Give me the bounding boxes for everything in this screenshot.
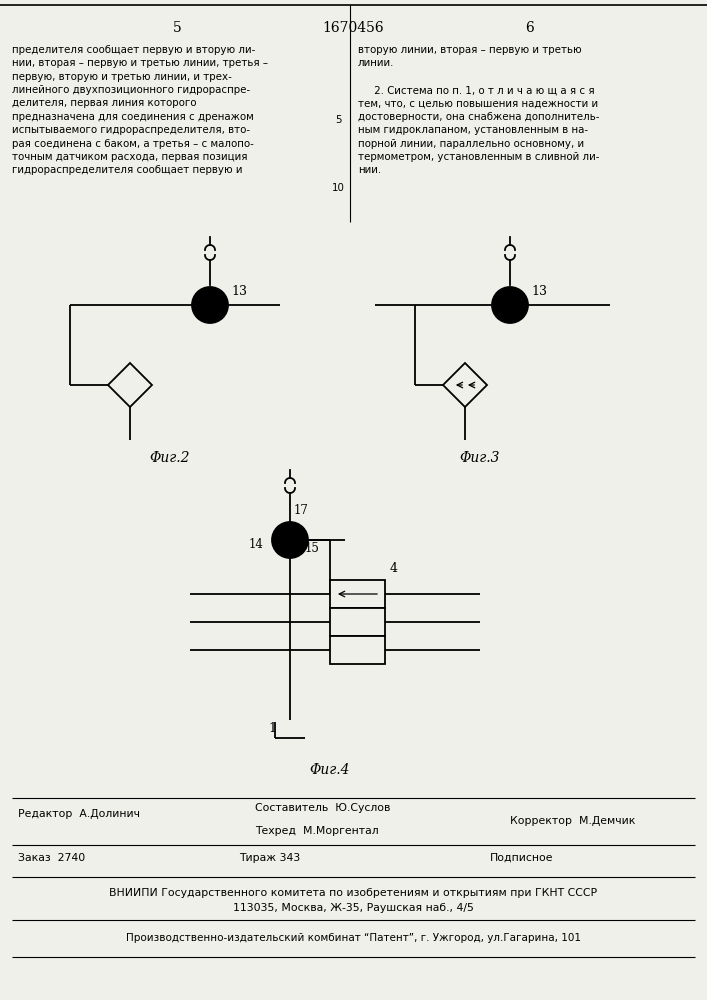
Bar <box>330 636 385 664</box>
Text: Составитель  Ю.Суслов: Составитель Ю.Суслов <box>255 803 390 813</box>
Text: Φиг.4: Φиг.4 <box>310 763 350 777</box>
Text: 6: 6 <box>525 21 534 35</box>
Text: 1: 1 <box>268 722 276 734</box>
Text: пределителя сообщает первую и вторую ли-
нии, вторая – первую и третью линии, тр: пределителя сообщает первую и вторую ли-… <box>12 45 268 175</box>
Text: 113035, Москва, Ж-35, Раушская наб., 4/5: 113035, Москва, Ж-35, Раушская наб., 4/5 <box>233 903 474 913</box>
Text: 5: 5 <box>334 115 341 125</box>
Text: 4: 4 <box>390 562 398 575</box>
Text: Производственно-издательский комбинат “Патент”, г. Ужгород, ул.Гагарина, 101: Производственно-издательский комбинат “П… <box>126 933 580 943</box>
Text: ВНИИПИ Государственного комитета по изобретениям и открытиям при ГКНТ СССР: ВНИИПИ Государственного комитета по изоб… <box>109 888 597 898</box>
Text: 15: 15 <box>305 542 320 554</box>
Bar <box>330 608 385 636</box>
Text: Φиг.2: Φиг.2 <box>150 451 190 465</box>
Circle shape <box>492 287 528 323</box>
Text: Тираж 343: Тираж 343 <box>240 853 300 863</box>
Text: Подписное: Подписное <box>490 853 554 863</box>
Text: 14: 14 <box>249 538 264 550</box>
Polygon shape <box>108 363 152 407</box>
Text: 10: 10 <box>332 183 344 193</box>
Circle shape <box>192 287 228 323</box>
Circle shape <box>272 522 308 558</box>
Text: 1670456: 1670456 <box>322 21 384 35</box>
Text: 13: 13 <box>231 285 247 298</box>
Text: 13: 13 <box>531 285 547 298</box>
Text: 17: 17 <box>294 504 309 517</box>
Text: Корректор  М.Демчик: Корректор М.Демчик <box>510 816 636 826</box>
Text: вторую линии, вторая – первую и третью
линии.

     2. Система по п. 1, о т л и : вторую линии, вторая – первую и третью л… <box>358 45 600 175</box>
Text: Редактор  А.Долинич: Редактор А.Долинич <box>18 809 140 819</box>
Bar <box>330 580 385 608</box>
Text: Заказ  2740: Заказ 2740 <box>18 853 86 863</box>
Text: Техред  М.Моргентал: Техред М.Моргентал <box>255 826 379 836</box>
Text: Φиг.3: Φиг.3 <box>460 451 501 465</box>
Text: 5: 5 <box>173 21 182 35</box>
Polygon shape <box>443 363 487 407</box>
